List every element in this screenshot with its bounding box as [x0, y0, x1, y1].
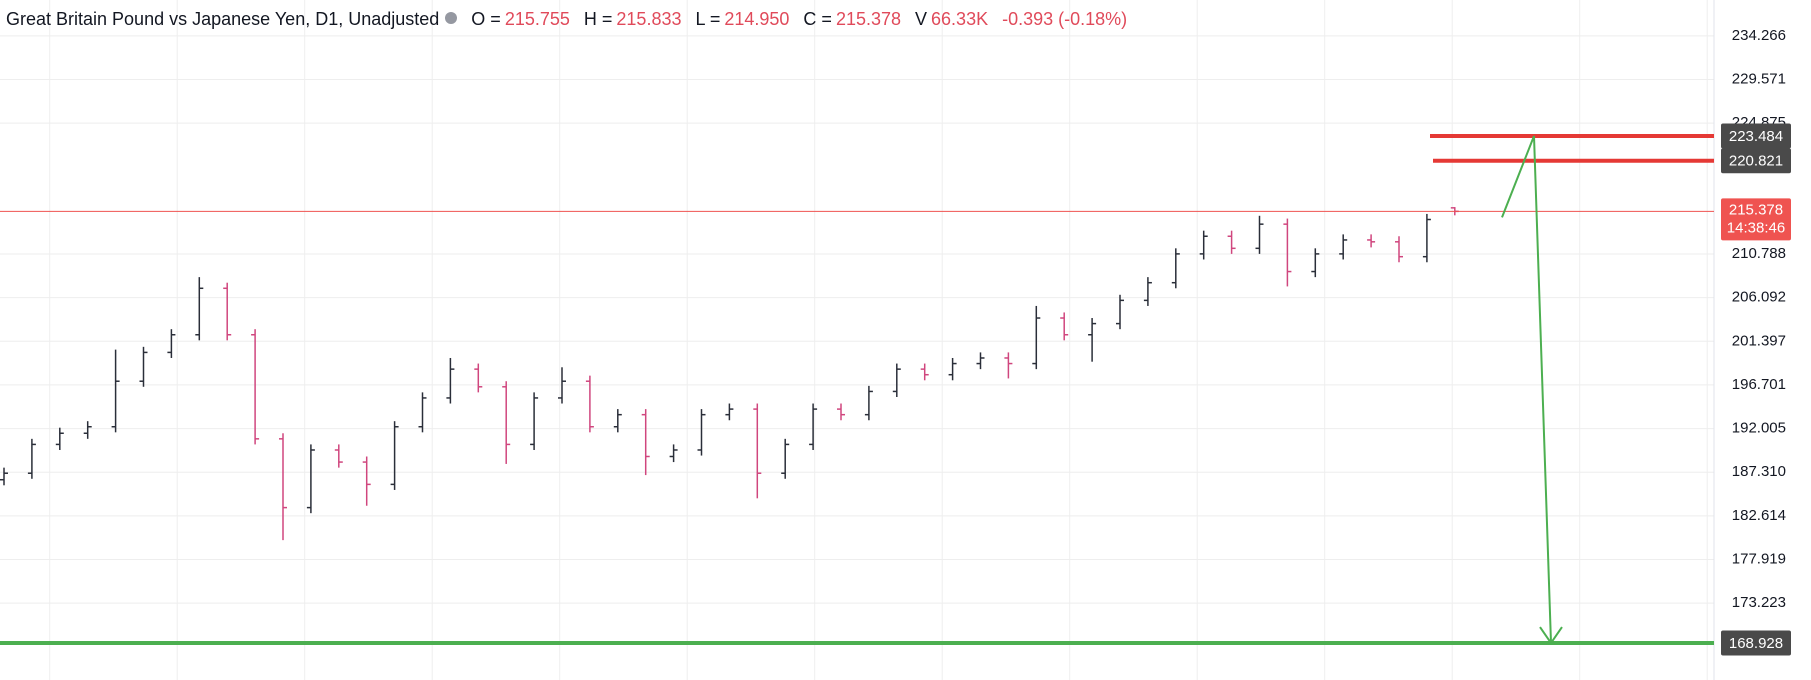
y-tick-label: 182.614: [1732, 507, 1786, 524]
y-tick-label: 201.397: [1732, 332, 1786, 349]
field-label: O =: [471, 9, 501, 29]
price-tag-label: 168.928: [1729, 635, 1783, 652]
y-tick-label: 187.310: [1732, 463, 1786, 480]
price-tag-label: 220.821: [1729, 153, 1783, 170]
field-label: H =: [583, 9, 613, 29]
y-tick-label: 234.266: [1732, 27, 1786, 44]
field-label: L =: [695, 9, 721, 29]
y-tick-label: 206.092: [1732, 289, 1786, 306]
field-value: 214.950: [724, 9, 790, 29]
field-value: 215.755: [504, 9, 570, 29]
countdown-label: 14:38:46: [1727, 219, 1785, 236]
y-tick-label: 192.005: [1732, 420, 1786, 437]
y-tick-label: 173.223: [1732, 594, 1786, 611]
price-tag-label: 223.484: [1729, 128, 1783, 145]
last-price-label: 215.378: [1729, 201, 1783, 218]
price-tag: [1721, 123, 1791, 149]
price-tag: [1721, 630, 1791, 656]
legend-header: Great Britain Pound vs Japanese Yen, D1,…: [6, 9, 1141, 30]
field-value: 215.378: [835, 9, 902, 29]
y-tick-label: 210.788: [1732, 245, 1786, 262]
status-dot: [445, 12, 458, 24]
arrow-head: [1539, 626, 1563, 645]
field-value: 66.33K: [931, 9, 989, 29]
last-price-tag: [1721, 198, 1791, 241]
symbol-title: Great Britain Pound vs Japanese Yen, D1,…: [6, 9, 440, 29]
y-tick-label: 196.701: [1732, 376, 1786, 393]
field-value: 215.833: [616, 9, 682, 29]
change-value: -0.393 (-0.18%): [1002, 9, 1128, 29]
y-tick-label: 229.571: [1732, 70, 1786, 87]
arrow-path: [1501, 135, 1552, 644]
field-label: C =: [803, 9, 832, 29]
y-tick-label: 177.919: [1732, 550, 1786, 567]
price-tag: [1721, 148, 1791, 174]
field-label: V: [915, 9, 928, 29]
